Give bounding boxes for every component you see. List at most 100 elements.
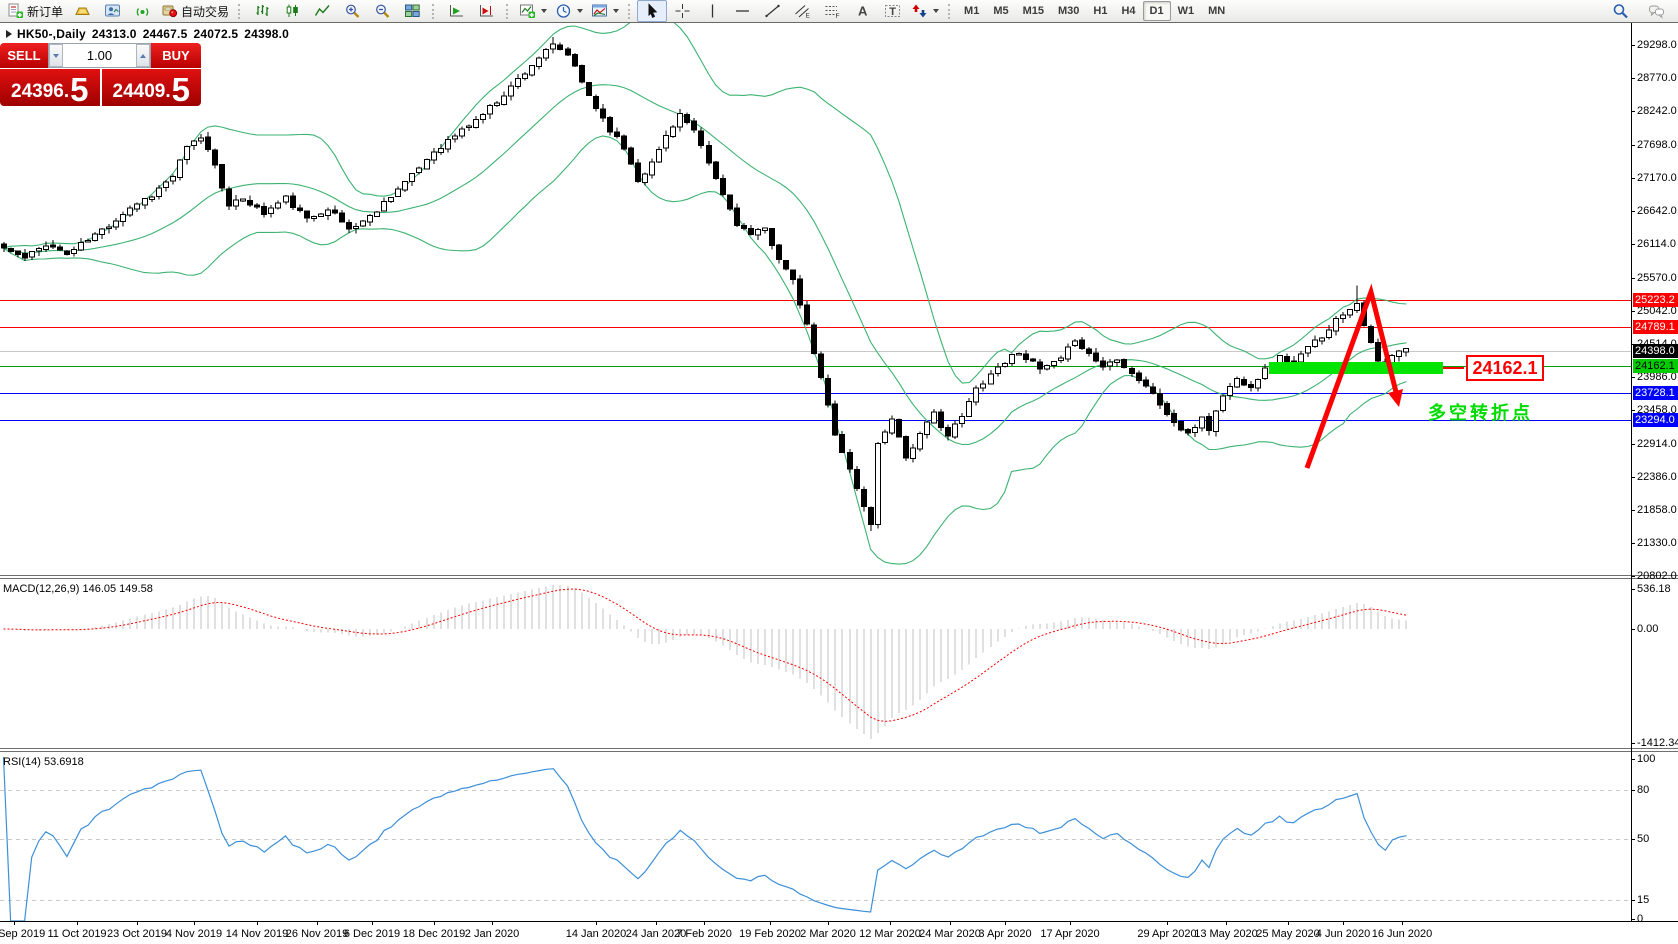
templates-button[interactable] [587, 0, 623, 22]
candlestick-chart-button[interactable] [277, 0, 307, 22]
zoom-in-button[interactable] [337, 0, 367, 22]
timeframe-h1-button[interactable]: H1 [1093, 5, 1108, 17]
timeframe-m5-button[interactable]: M5 [993, 5, 1009, 17]
signals-button[interactable] [127, 0, 157, 22]
turning-point-annotation[interactable]: 多空转折点 [1428, 403, 1533, 423]
open-value: 24313.0 [91, 27, 137, 41]
profiles-icon [104, 4, 120, 17]
line-chart-icon [314, 5, 330, 16]
fibonacci-button[interactable]: F [817, 0, 847, 22]
auto-scroll-button[interactable] [441, 0, 471, 22]
bollinger-bands [3, 23, 1407, 565]
text-button[interactable]: A [847, 0, 877, 22]
triangle-down-icon [53, 53, 59, 58]
timeframe-h4-button[interactable]: H4 [1121, 5, 1136, 17]
chart-title-arrow-icon [6, 30, 12, 38]
periods-icon [556, 4, 571, 18]
timeframe-m1-button[interactable]: M1 [964, 5, 980, 17]
horizontal-line-button[interactable] [727, 0, 757, 22]
sell-price-big-digit: 5 [70, 71, 89, 108]
volume-box: 1.00 [48, 43, 151, 68]
price-callout-label[interactable]: 24162.1 [1466, 355, 1544, 381]
trendline-button[interactable] [757, 0, 787, 22]
low-value: 24072.5 [193, 27, 239, 41]
sell-price-display[interactable]: 24396. 5 [0, 69, 100, 106]
crosshair-button[interactable] [667, 0, 697, 22]
toolbar-grip [948, 3, 952, 19]
signals-icon [136, 8, 148, 16]
line-chart-button[interactable] [307, 0, 337, 22]
auto-trading-icon [162, 5, 178, 18]
dropdown-caret-icon [577, 9, 584, 13]
toolbar-grip [628, 3, 632, 19]
gold-button[interactable] [67, 0, 97, 22]
dropdown-caret-icon [933, 9, 940, 13]
rsi-line [2, 756, 1407, 921]
bar-chart-button[interactable] [247, 0, 277, 22]
zoom-out-icon [375, 4, 389, 18]
auto-scroll-icon [449, 5, 463, 17]
new-chart-icon [520, 4, 536, 18]
arrows-button[interactable] [907, 0, 943, 22]
auto-trading-label: 自动交易 [181, 4, 230, 19]
chart-shift-button[interactable] [471, 0, 501, 22]
channel-icon: E [794, 5, 810, 20]
trendline-icon [764, 4, 780, 18]
text-icon: A [858, 4, 868, 19]
tile-windows-button[interactable] [397, 0, 427, 22]
zoom-in-icon [345, 4, 359, 18]
gold-icon [74, 7, 90, 15]
chat-button[interactable] [1641, 0, 1671, 22]
buy-button[interactable]: BUY [151, 43, 201, 68]
buy-price-main: 24409. [112, 81, 171, 102]
volume-increase-button[interactable] [136, 44, 150, 67]
close-value: 24398.0 [244, 27, 290, 41]
svg-text:E: E [805, 13, 810, 20]
volume-input[interactable]: 1.00 [86, 48, 113, 63]
buy-price-display[interactable]: 24409. 5 [101, 69, 201, 106]
volume-decrease-button[interactable] [49, 44, 63, 67]
toolbar-grip [238, 3, 242, 19]
svg-text:T: T [889, 6, 896, 18]
tile-windows-icon [404, 4, 420, 17]
vertical-line-button[interactable] [697, 0, 727, 22]
profiles-button[interactable] [97, 0, 127, 22]
macd-histogram [10, 585, 1407, 739]
new-order-button[interactable]: 新订单 [3, 0, 67, 22]
timeframe-w1-button[interactable]: W1 [1177, 5, 1195, 17]
timeframe-mn-button[interactable]: MN [1208, 5, 1226, 17]
cursor-button[interactable] [637, 0, 668, 22]
zigzag-arrow-annotation[interactable] [1304, 283, 1400, 469]
toolbar-border [0, 22, 1678, 23]
rsi-indicator-label: RSI(14) 53.6918 [3, 756, 84, 768]
candlestick-chart-icon [286, 4, 298, 17]
axis-ticks [14, 45, 1635, 925]
new-chart-button[interactable] [515, 0, 551, 22]
auto-trading-button[interactable]: 自动交易 [157, 0, 233, 22]
symbol-period-label: HK50-,Daily [17, 27, 86, 41]
sell-button[interactable]: SELL [0, 43, 48, 68]
macd-signal-line [3, 588, 1407, 722]
chat-icon [1648, 5, 1664, 19]
text-label-button[interactable]: T [877, 0, 907, 22]
search-button[interactable] [1605, 0, 1635, 22]
timeframe-d1-button[interactable]: D1 [1142, 1, 1171, 21]
pane-separators[interactable] [0, 23, 1678, 922]
svg-text:A: A [858, 4, 868, 19]
timeframe-m30-button[interactable]: M30 [1058, 5, 1080, 17]
fibonacci-icon: F [825, 6, 839, 19]
highlight-level-bar[interactable] [1269, 362, 1443, 374]
zoom-out-button[interactable] [367, 0, 397, 22]
periods-button[interactable] [551, 0, 587, 22]
timeframe-m15-button[interactable]: M15 [1022, 5, 1044, 17]
arrows-icon [912, 4, 927, 18]
vertical-line-icon [711, 4, 713, 18]
main-toolbar: 新订单 自动交易 E F A T M1 M5 M15 M30 H1 H4 D1 W1 MN [0, 0, 1678, 22]
chart-shift-icon [479, 5, 493, 17]
chart-title: HK50-,Daily 24313.0 24467.5 24072.5 24398.0 [17, 27, 295, 41]
text-label-icon: T [884, 5, 900, 18]
triangle-up-icon [140, 53, 146, 58]
search-icon [1613, 4, 1628, 19]
channel-button[interactable]: E [787, 0, 817, 22]
